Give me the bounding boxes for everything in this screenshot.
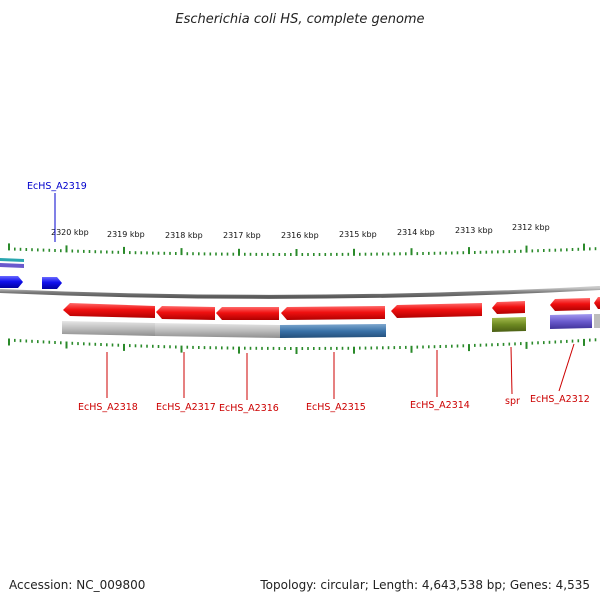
- reverse-gene-arrow-EcHS_A2317[interactable]: [156, 306, 215, 320]
- gray-feature-right-edge: [594, 314, 600, 328]
- leader-line-EcHS_A2312: [558, 343, 575, 392]
- tick-label-2320: 2320 kbp: [51, 228, 89, 237]
- gene-label-EcHS_A2314[interactable]: EcHS_A2314: [410, 400, 470, 411]
- green-feature-block: [492, 317, 526, 332]
- gene-label-EcHS_A2315[interactable]: EcHS_A2315: [306, 402, 366, 413]
- tick-label-2312: 2312 kbp: [512, 223, 550, 232]
- genome-summary-text: Topology: circular; Length: 4,643,538 bp…: [260, 578, 590, 592]
- gene-label-EcHS_A2316[interactable]: EcHS_A2316: [219, 403, 279, 414]
- reverse-gene-arrow-EcHS_A2315[interactable]: [281, 306, 385, 320]
- map-title: Escherichia coli HS, complete genome: [175, 12, 424, 27]
- forward-gene-arrow-EcHS_A2319[interactable]: [42, 277, 62, 289]
- gray-feature-band-left: [62, 321, 155, 336]
- upper-tick-track: [8, 243, 597, 256]
- reverse-gene-arrow-EcHS_A2316[interactable]: [216, 307, 279, 320]
- reverse-gene-arrow-EcHS_A2314[interactable]: [391, 303, 482, 318]
- accession-text: Accession: NC_009800: [9, 578, 146, 592]
- steel-feature-band: [280, 324, 386, 338]
- tick-label-2317: 2317 kbp: [223, 231, 261, 240]
- teal-feature-fragment: [0, 258, 24, 262]
- forward-gene-arrow-left-edge[interactable]: [0, 276, 23, 288]
- gene-label-EcHS_A2319[interactable]: EcHS_A2319: [27, 181, 87, 192]
- gene-label-EcHS_A2312[interactable]: EcHS_A2312: [530, 394, 590, 405]
- gene-label-spr[interactable]: spr: [505, 396, 520, 407]
- tick-label-2314: 2314 kbp: [397, 228, 435, 237]
- reverse-gene-arrow-spr[interactable]: [492, 301, 525, 314]
- tick-label-2319: 2319 kbp: [107, 230, 145, 239]
- lower-tick-track: [8, 338, 597, 354]
- reverse-gene-arrow-EcHS_A2318[interactable]: [63, 303, 155, 318]
- gene-label-EcHS_A2318[interactable]: EcHS_A2318: [78, 402, 138, 413]
- gray-feature-band-mid: [155, 323, 280, 338]
- reverse-gene-arrow-right-edge[interactable]: [594, 297, 600, 309]
- gene-label-EcHS_A2317[interactable]: EcHS_A2317: [156, 402, 216, 413]
- tick-label-2316: 2316 kbp: [281, 231, 319, 240]
- purple-feature-block: [550, 314, 592, 329]
- tick-label-2318: 2318 kbp: [165, 231, 203, 240]
- genome-backbone: [0, 286, 600, 299]
- kbp-tick-labels: 2320 kbp 2319 kbp 2318 kbp 2317 kbp 2316…: [51, 223, 550, 240]
- tick-label-2315: 2315 kbp: [339, 230, 377, 239]
- purple-feature-fragment: [0, 263, 24, 268]
- leader-line-spr: [510, 346, 513, 395]
- reverse-gene-arrow-EcHS_A2312[interactable]: [550, 298, 590, 311]
- tick-label-2313: 2313 kbp: [455, 226, 493, 235]
